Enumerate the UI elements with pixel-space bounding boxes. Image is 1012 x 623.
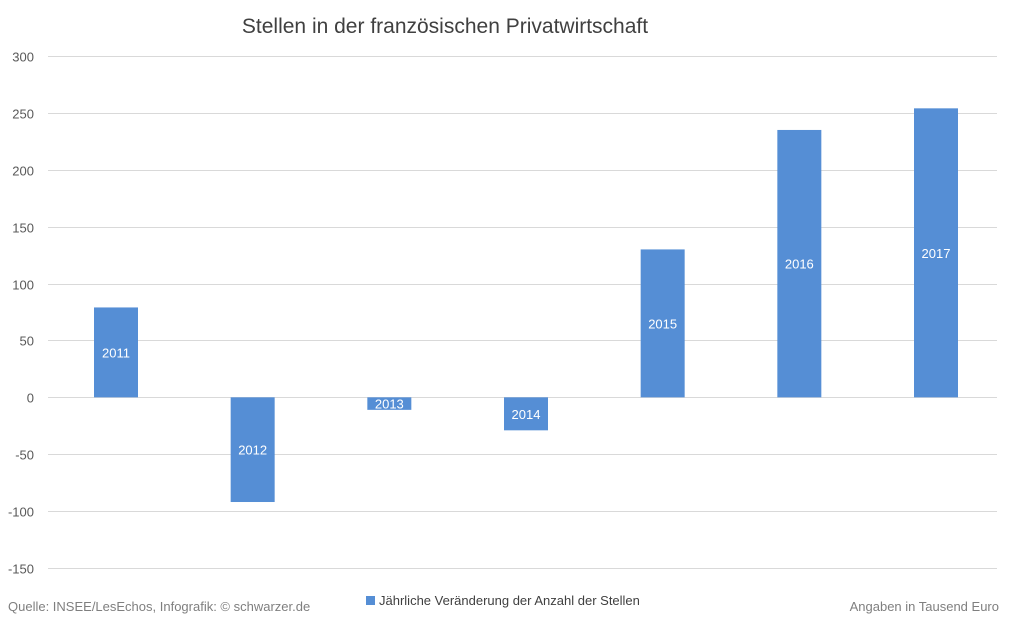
bars — [94, 108, 958, 503]
y-tick-label: 200 — [12, 164, 34, 179]
bar-label-2017: 2017 — [922, 246, 951, 261]
bar-label-2011: 2011 — [102, 345, 130, 360]
bar-2013 — [367, 397, 412, 410]
y-tick-label: -50 — [15, 448, 34, 463]
units-note: Angaben in Tausend Euro — [850, 599, 999, 614]
bar-2015 — [640, 249, 685, 398]
bar-2011 — [94, 307, 138, 398]
bar-label-2012: 2012 — [238, 443, 267, 458]
y-tick-label: 150 — [12, 221, 34, 236]
bar-2016 — [777, 129, 822, 398]
gridlines — [48, 56, 997, 569]
y-tick-label: 250 — [12, 107, 34, 122]
y-tick-label: -150 — [8, 562, 34, 577]
y-axis-ticks: 300 250 200 150 100 50 0 -50 -100 -150 — [8, 50, 34, 577]
y-tick-label: 100 — [12, 278, 34, 293]
chart-title: Stellen in der französischen Privatwirts… — [242, 15, 648, 38]
bar-label-2014: 2014 — [512, 407, 541, 422]
legend-label: Jährliche Veränderung der Anzahl der Ste… — [379, 593, 640, 608]
y-tick-label: 0 — [27, 391, 34, 406]
bar-label-2013: 2013 — [375, 397, 404, 412]
source-note: Quelle: INSEE/LesEchos, Infografik: © sc… — [8, 599, 310, 614]
legend-swatch — [366, 596, 375, 605]
y-tick-label: -100 — [8, 505, 34, 520]
y-tick-label: 50 — [20, 334, 34, 349]
bar-label-2016: 2016 — [785, 257, 814, 272]
bar-label-2015: 2015 — [648, 316, 677, 331]
bar-2012 — [230, 397, 275, 503]
bar-labels: 2011 2012 2013 2014 2015 2016 2017 — [102, 246, 950, 458]
y-tick-label: 300 — [12, 50, 34, 65]
bar-2014 — [504, 397, 548, 431]
bar-2017 — [914, 108, 958, 398]
